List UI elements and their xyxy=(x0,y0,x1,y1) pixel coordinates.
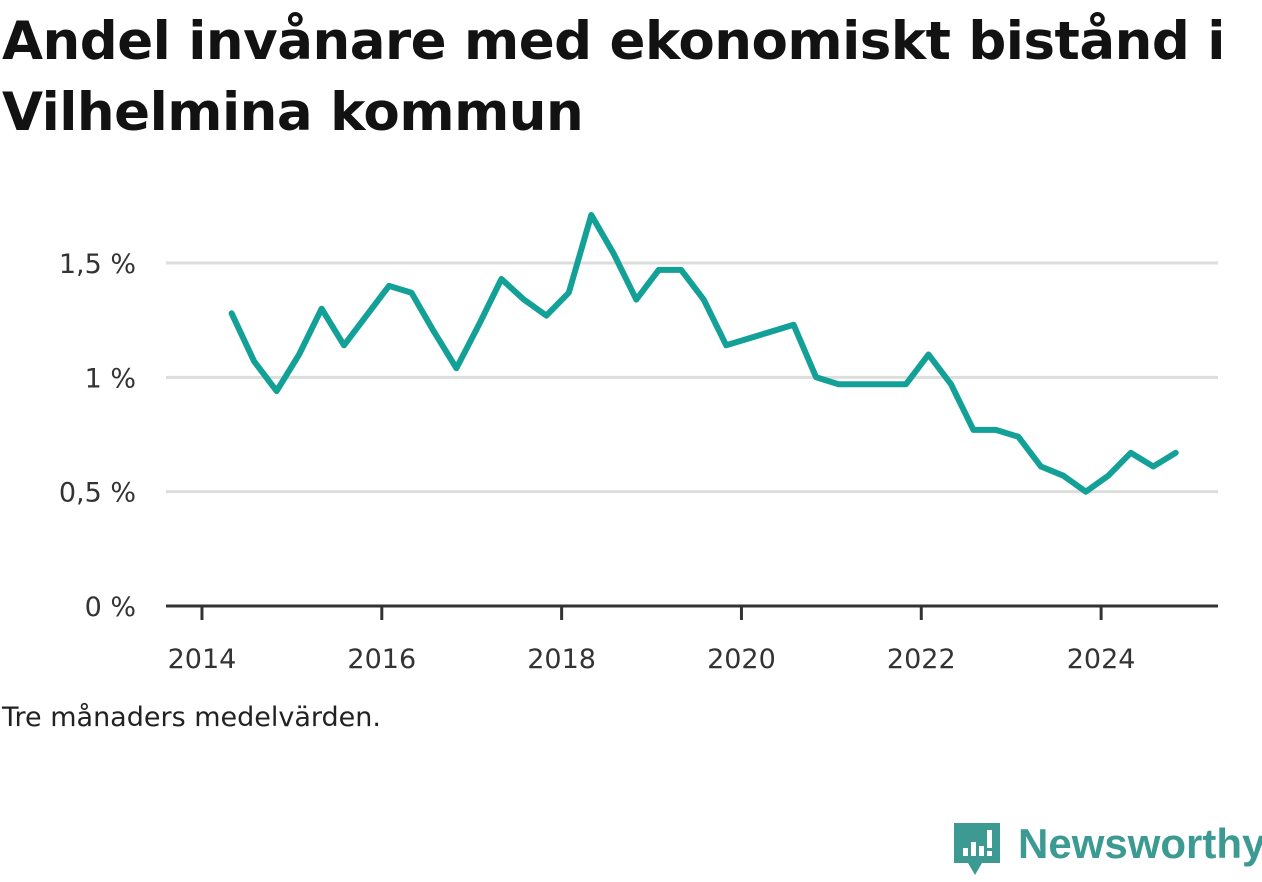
newsworthy-logo-icon xyxy=(954,823,1000,875)
y-axis-ticks: 0 % 0,5 % 1 % 1,5 % xyxy=(59,249,136,623)
brand: Newsworthy xyxy=(952,818,1262,880)
brand-name: Newsworthy xyxy=(1018,820,1262,867)
y-tick-label: 0 % xyxy=(85,592,136,623)
y-tick-label: 0,5 % xyxy=(59,478,136,509)
x-tick-label: 2020 xyxy=(707,644,776,675)
line-chart: 0 % 0,5 % 1 % 1,5 % 2014 2016 2018 2020 2022 202… xyxy=(59,212,1218,675)
chart-title: Andel invånare med ekonomiskt bistånd i … xyxy=(2,11,1225,143)
y-tick-label: 1,5 % xyxy=(59,249,136,280)
x-tick-label: 2014 xyxy=(168,644,237,675)
x-tick-label: 2018 xyxy=(527,644,596,675)
x-tick-label: 2024 xyxy=(1067,644,1136,675)
series-line xyxy=(228,212,1179,495)
x-tick-label: 2022 xyxy=(887,644,956,675)
y-tick-label: 1 % xyxy=(85,363,136,394)
chart-note: Tre månaders medelvärden. xyxy=(2,702,381,733)
x-axis-ticks: 2014 2016 2018 2020 2022 2024 xyxy=(168,606,1136,675)
grid-lines xyxy=(166,261,1218,494)
x-tick-label: 2016 xyxy=(347,644,416,675)
